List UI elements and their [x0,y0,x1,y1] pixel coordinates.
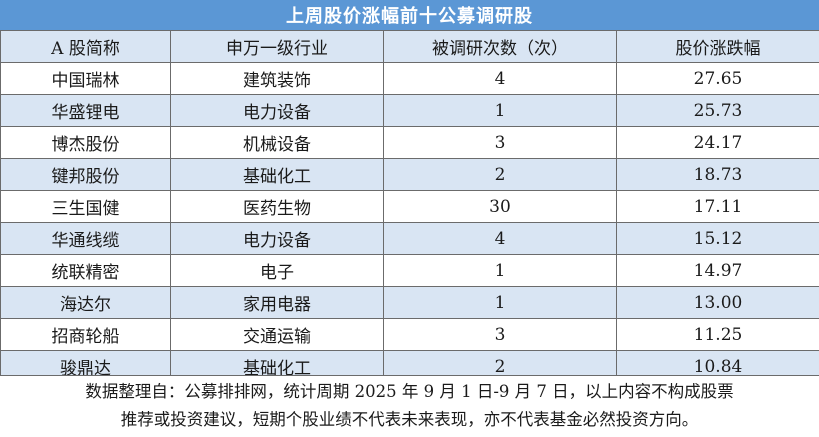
stock-name: 三生国健 [0,190,171,223]
stock-name: 博杰股份 [0,126,171,159]
research-count: 1 [383,94,617,127]
table-row: 中国瑞林 建筑装饰 4 27.65 [0,62,819,95]
table-row: 三生国健 医药生物 30 17.11 [0,190,819,223]
industry: 机械设备 [170,126,384,159]
price-change: 18.73 [616,158,819,191]
footnote: 数据整理自：公募排排网，统计周期 2025 年 9 月 1 日-9 月 7 日，… [0,375,819,437]
header-industry: 申万一级行业 [170,30,384,63]
industry: 医药生物 [170,190,384,223]
price-change: 13.00 [616,286,819,319]
table-row: 华盛锂电 电力设备 1 25.73 [0,94,819,127]
research-count: 2 [383,158,617,191]
table-row: 招商轮船 交通运输 3 11.25 [0,318,819,351]
price-change: 11.25 [616,318,819,351]
header-research-count: 被调研次数（次） [383,30,617,63]
stock-name: 华盛锂电 [0,94,171,127]
industry: 电子 [170,254,384,287]
industry: 电力设备 [170,94,384,127]
table-row: 键邦股份 基础化工 2 18.73 [0,158,819,191]
stock-name: 海达尔 [0,286,171,319]
price-change: 25.73 [616,94,819,127]
stock-name: 中国瑞林 [0,62,171,95]
stock-name: 统联精密 [0,254,171,287]
industry: 建筑装饰 [170,62,384,95]
research-count: 30 [383,190,617,223]
table-row: 统联精密 电子 1 14.97 [0,254,819,287]
table-row: 海达尔 家用电器 1 13.00 [0,286,819,319]
price-change: 15.12 [616,222,819,255]
header-stock-name: A 股简称 [0,30,171,63]
price-change: 17.11 [616,190,819,223]
stock-name: 华通线缆 [0,222,171,255]
industry: 电力设备 [170,222,384,255]
header-price-change: 股价涨跌幅 [616,30,819,63]
price-change: 14.97 [616,254,819,287]
table-header-row: A 股简称 申万一级行业 被调研次数（次） 股价涨跌幅 [0,30,819,63]
research-count: 3 [383,318,617,351]
research-count: 4 [383,222,617,255]
table-row: 华通线缆 电力设备 4 15.12 [0,222,819,255]
footnote-line-1: 数据整理自：公募排排网，统计周期 2025 年 9 月 1 日-9 月 7 日，… [85,382,734,401]
table-row: 博杰股份 机械设备 3 24.17 [0,126,819,159]
stock-name: 键邦股份 [0,158,171,191]
footnote-line-2: 推荐或投资建议，短期个股业绩不代表未来表现，亦不代表基金必然投资方向。 [120,410,699,429]
table-title: 上周股价涨幅前十公募调研股 [0,0,819,30]
stock-table: A 股简称 申万一级行业 被调研次数（次） 股价涨跌幅 中国瑞林 建筑装饰 4 … [0,30,819,383]
industry: 交通运输 [170,318,384,351]
stock-name: 招商轮船 [0,318,171,351]
industry: 基础化工 [170,158,384,191]
research-count: 1 [383,254,617,287]
research-count: 4 [383,62,617,95]
research-count: 1 [383,286,617,319]
research-count: 3 [383,126,617,159]
price-change: 24.17 [616,126,819,159]
industry: 家用电器 [170,286,384,319]
price-change: 27.65 [616,62,819,95]
